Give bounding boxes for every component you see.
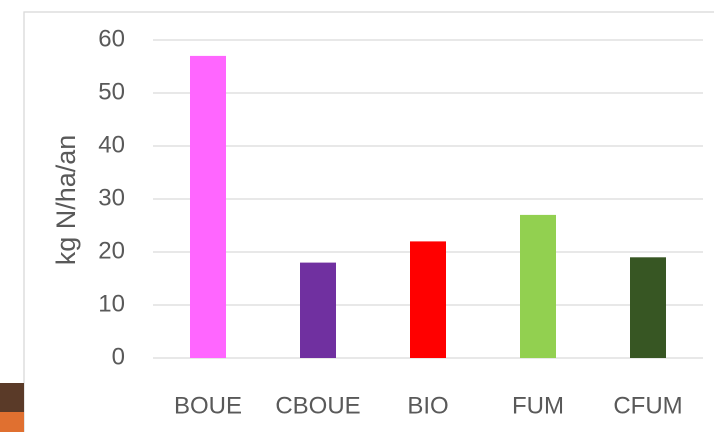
- bar: [410, 241, 446, 358]
- y-tick-label: 10: [98, 290, 125, 317]
- background-image-fragment: [0, 412, 24, 432]
- y-tick-label: 40: [98, 131, 125, 158]
- bar: [520, 214, 556, 358]
- x-tick-label: FUM: [512, 392, 564, 419]
- x-tick-label: BOUE: [174, 392, 242, 419]
- x-tick-label: CFUM: [613, 392, 682, 419]
- chart-frame: [23, 11, 714, 432]
- y-axis-title: kg N/ha/an: [51, 135, 81, 266]
- y-tick-label: 0: [112, 343, 125, 370]
- bar: [190, 55, 226, 359]
- y-tick-label: 60: [98, 25, 125, 52]
- bar: [630, 257, 666, 358]
- y-tick-label: 50: [98, 78, 125, 105]
- x-tick-label: CBOUE: [275, 392, 360, 419]
- y-tick-label: 20: [98, 237, 125, 264]
- bar: [300, 262, 336, 358]
- y-tick-label: 30: [98, 184, 125, 211]
- x-tick-label: BIO: [407, 392, 448, 419]
